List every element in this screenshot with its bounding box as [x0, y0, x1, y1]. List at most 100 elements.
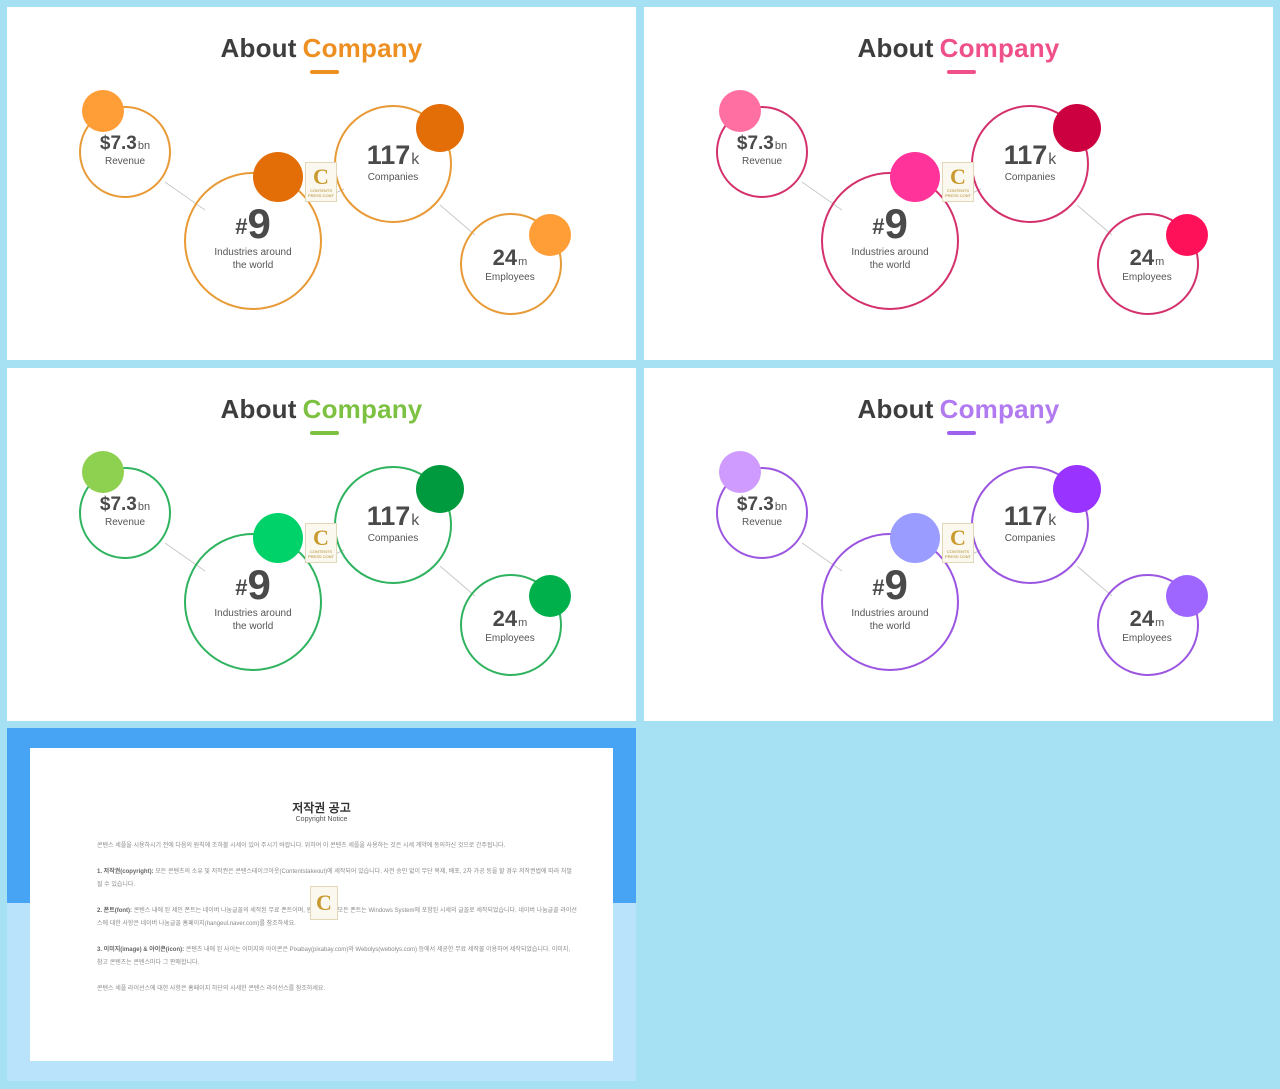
logo-text: CONTENTS — [310, 549, 332, 554]
industries-prefix: # — [235, 575, 248, 600]
industries-label-line1: Industries around — [851, 608, 929, 619]
connector-line — [439, 204, 476, 236]
companies-label: Companies — [367, 172, 419, 183]
employees-ring — [1097, 574, 1199, 676]
employees-label: Employees — [485, 633, 535, 644]
employees-value: 24 — [1129, 606, 1155, 631]
revenue-unit: bn — [137, 501, 151, 513]
notice-p2-body: 콘텐스 내에 된 세인 폰트는 네이버 나눔글꼴의 세작된 무료 폰트이며, 윈… — [97, 908, 577, 927]
revenue-ring — [716, 467, 808, 559]
title-accent: Company — [939, 33, 1060, 63]
employees-unit: m — [1155, 617, 1165, 629]
revenue-value: $7.3 — [736, 133, 774, 154]
industries-ring — [821, 533, 959, 671]
notice-p1-head: 1. 저작권(copyright): — [97, 869, 154, 875]
contents-logo: C CONTENTS PRESS CONT — [305, 162, 337, 202]
industries-label-line2: the world — [232, 260, 274, 271]
bubble-graph — [716, 451, 1208, 676]
companies-value: 117 — [366, 501, 411, 531]
notice-p2-head: 2. 폰트(font): — [97, 908, 133, 914]
industries-label-line2: the world — [869, 621, 911, 632]
industries-label-line1: Industries around — [851, 247, 929, 258]
industries-ring — [184, 533, 322, 671]
industries-label-line1: Industries around — [214, 608, 292, 619]
title-underline — [310, 431, 339, 435]
stat-employees: 24m Employees — [1102, 606, 1192, 645]
notice-p3-body: 콘텐츠 내에 된 사이는 이미지와 아이콘은 Pixabay(pixabay.c… — [97, 947, 570, 966]
industries-prefix: # — [872, 575, 885, 600]
employees-value: 24 — [492, 245, 518, 270]
industries-value: 9 — [247, 200, 271, 247]
title-main: About — [220, 394, 297, 424]
industries-dot — [890, 152, 940, 202]
revenue-label: Revenue — [104, 156, 146, 167]
bubble-graph — [716, 90, 1208, 315]
revenue-dot — [82, 90, 124, 132]
logo-text: PRESS CONT — [944, 554, 971, 559]
stat-industries: #9 Industries around the world — [840, 202, 940, 272]
copyright-card: 저작권 공고 Copyright Notice 콘텐스 세플을 시용하시기 전에… — [30, 748, 613, 1061]
employees-unit: m — [1155, 256, 1165, 268]
stat-companies: 117k Companies — [975, 501, 1085, 545]
employees-unit: m — [518, 256, 528, 268]
stat-industries: #9 Industries around the world — [840, 563, 940, 633]
revenue-value: $7.3 — [736, 494, 774, 515]
notice-p1-body: 모든 콘텐츠의 소유 및 저작권은 콘텐스테이크아웃(Contentstakeo… — [97, 869, 572, 888]
employees-dot — [1166, 214, 1208, 256]
stat-industries: #9 Industries around the world — [203, 563, 303, 633]
revenue-ring — [79, 467, 171, 559]
connector-line — [164, 542, 206, 572]
bubble-graph — [79, 90, 571, 315]
companies-unit: k — [1048, 512, 1057, 529]
notice-title: 저작권 공고 — [292, 801, 351, 815]
slide-orange: About Company C CONTENTS PRESS CONT $7.3b… — [7, 7, 636, 360]
revenue-value: $7.3 — [99, 133, 137, 154]
slide-title: About Company — [644, 394, 1273, 425]
logo-letter: C — [313, 164, 329, 189]
employees-dot — [529, 214, 571, 256]
title-accent: Company — [939, 394, 1060, 424]
revenue-ring — [716, 106, 808, 198]
notice-body: 콘텐스 세플을 시용하시기 전에 다음의 원칙에 조하볼 시세이 있어 주시기 … — [97, 840, 577, 1009]
industries-value: 9 — [884, 200, 908, 247]
logo-text: PRESS CONT — [944, 193, 971, 198]
slide-pink: About Company C CONTENTS PRESS CONT $7.3b… — [644, 7, 1273, 360]
contents-logo: C CONTENTS PRESS CONT — [942, 523, 974, 563]
employees-dot — [1166, 575, 1208, 617]
revenue-dot — [719, 451, 761, 493]
connector-line — [801, 181, 843, 211]
stat-employees: 24m Employees — [1102, 245, 1192, 284]
revenue-value: $7.3 — [99, 494, 137, 515]
stat-industries: #9 Industries around the world — [203, 202, 303, 272]
connector-line — [1076, 565, 1113, 597]
bubble-graph — [79, 451, 571, 676]
industries-value: 9 — [884, 561, 908, 608]
title-main: About — [857, 33, 934, 63]
companies-label: Companies — [367, 533, 419, 544]
logo-letter: C — [950, 164, 966, 189]
industries-ring — [184, 172, 322, 310]
companies-value: 117 — [366, 140, 411, 170]
logo-letter: C — [313, 525, 329, 550]
logo-letter: C — [316, 890, 332, 915]
employees-ring — [1097, 213, 1199, 315]
employees-ring — [460, 213, 562, 315]
slide-green: About Company C CONTENTS PRESS CONT $7.3b… — [7, 368, 636, 721]
title-underline — [947, 431, 976, 435]
stat-companies: 117k Companies — [975, 140, 1085, 184]
notice-p3-head: 3. 이미지(image) & 아이콘(icon): — [97, 947, 185, 953]
logo-text: PRESS CONT — [307, 193, 334, 198]
industries-prefix: # — [235, 214, 248, 239]
notice-copyright-paragraph: 1. 저작권(copyright): 모든 콘텐츠의 소유 및 저작권은 콘텐스… — [97, 866, 577, 892]
employees-label: Employees — [485, 272, 535, 283]
employees-label: Employees — [1122, 272, 1172, 283]
companies-unit: k — [1048, 151, 1057, 168]
notice-font-paragraph: 2. 폰트(font): 콘텐스 내에 된 세인 폰트는 네이버 나눔글꼴의 세… — [97, 905, 577, 931]
stat-companies: 117k Companies — [338, 501, 448, 545]
notice-image-paragraph: 3. 이미지(image) & 아이콘(icon): 콘텐츠 내에 된 사이는 … — [97, 944, 577, 970]
revenue-unit: bn — [774, 501, 788, 513]
companies-value: 117 — [1003, 501, 1048, 531]
industries-value: 9 — [247, 561, 271, 608]
title-accent: Company — [302, 33, 423, 63]
industries-dot — [890, 513, 940, 563]
